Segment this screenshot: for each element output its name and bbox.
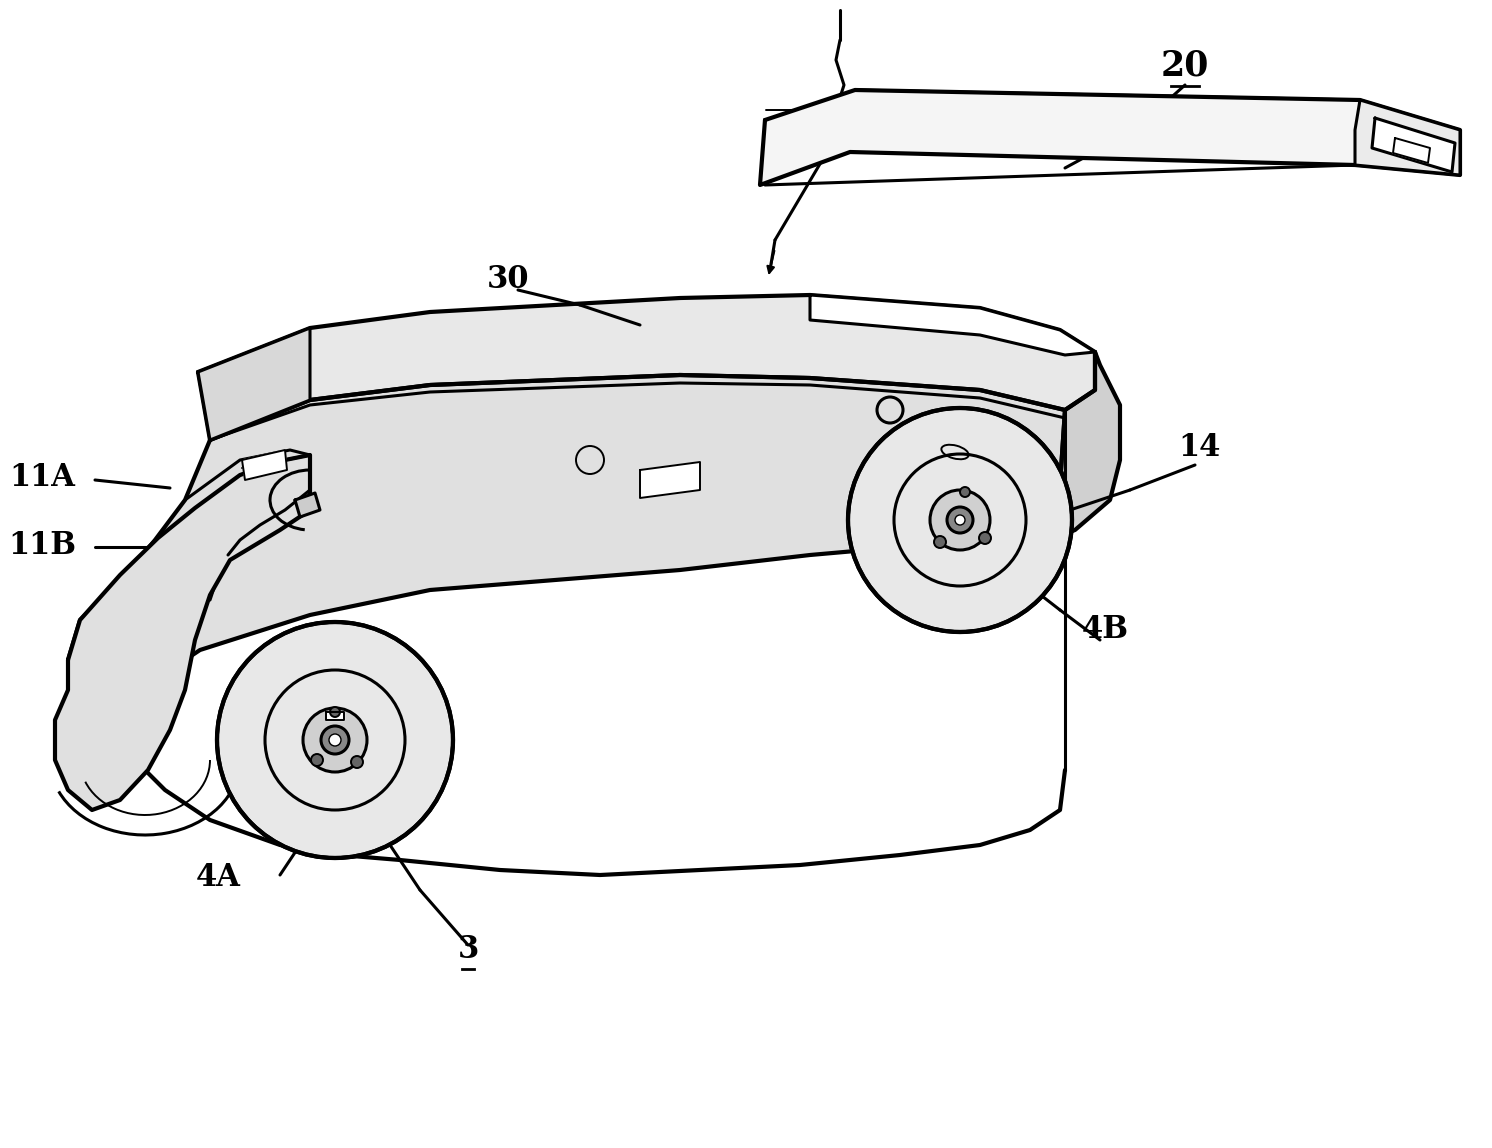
Text: 11B: 11B xyxy=(7,529,76,560)
Circle shape xyxy=(955,515,965,525)
Circle shape xyxy=(216,622,454,858)
Polygon shape xyxy=(325,712,345,720)
Circle shape xyxy=(947,507,973,533)
Polygon shape xyxy=(1029,352,1120,540)
Circle shape xyxy=(303,708,367,771)
Polygon shape xyxy=(810,295,1095,355)
Circle shape xyxy=(330,734,342,746)
Text: 14: 14 xyxy=(1179,433,1220,464)
Circle shape xyxy=(934,536,946,548)
Text: 11A: 11A xyxy=(9,461,75,492)
Polygon shape xyxy=(640,461,700,498)
Text: 20: 20 xyxy=(1161,48,1209,82)
Polygon shape xyxy=(55,455,310,810)
Circle shape xyxy=(321,726,349,754)
Circle shape xyxy=(351,757,363,768)
Text: 3: 3 xyxy=(458,934,479,965)
Polygon shape xyxy=(1394,138,1429,163)
Polygon shape xyxy=(759,90,1461,185)
Circle shape xyxy=(847,408,1071,633)
Text: 4B: 4B xyxy=(1082,614,1128,645)
Circle shape xyxy=(310,754,322,766)
Circle shape xyxy=(959,487,970,497)
Text: 30: 30 xyxy=(486,264,530,295)
Polygon shape xyxy=(69,375,1065,700)
Polygon shape xyxy=(1373,118,1455,172)
Circle shape xyxy=(979,532,991,544)
Text: 4A: 4A xyxy=(195,862,240,893)
Polygon shape xyxy=(198,328,310,440)
Polygon shape xyxy=(242,450,286,480)
Polygon shape xyxy=(1355,100,1461,174)
Polygon shape xyxy=(295,492,319,517)
Circle shape xyxy=(330,707,340,718)
Circle shape xyxy=(930,490,991,550)
Polygon shape xyxy=(198,295,1095,440)
